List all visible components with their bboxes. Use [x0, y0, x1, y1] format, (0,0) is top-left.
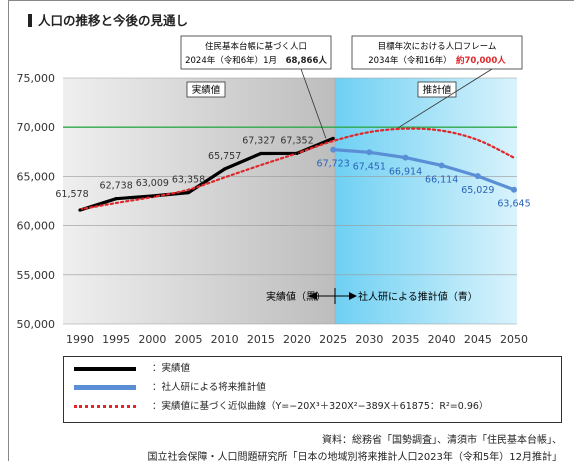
callout-target-population-value: 約70,000人	[456, 55, 506, 66]
callout-actual-population-line2: 2024年（令和6年）1月 68,866人	[185, 55, 327, 66]
xtick-label-2050: 2050	[500, 333, 528, 346]
xtick-label-2015: 2015	[247, 333, 275, 346]
point-forecast-2025	[330, 146, 337, 153]
callout-target-population-date: 2034年（令和16年）	[368, 55, 456, 66]
label-actual-2010: 65,757	[208, 151, 241, 162]
ytick-label-55000: 55,000	[17, 269, 56, 282]
legend-swatch-black	[74, 367, 136, 371]
region-label-forecast-box	[417, 81, 457, 98]
label-actual-1995: 62,738	[100, 181, 133, 192]
callout-actual-population-pointer	[300, 68, 327, 139]
legend-label-forecast: ：社人研による将来推計値	[152, 382, 266, 393]
xtick-label-2035: 2035	[392, 333, 420, 346]
point-forecast-2030	[366, 149, 373, 156]
region-label-actual: 実績値	[192, 84, 221, 96]
point-actual-2000	[150, 194, 154, 198]
xtick-label-1990: 1990	[66, 333, 94, 346]
label-forecast-2045: 65,029	[461, 185, 494, 196]
label-forecast-2025: 67,723	[317, 159, 350, 170]
label-forecast-2030: 67,451	[353, 161, 386, 172]
point-actual-2010	[223, 167, 227, 171]
xtick-label-2000: 2000	[138, 333, 166, 346]
series-line-actual	[79, 136, 334, 212]
callout-actual-population-value: 68,866人	[286, 55, 328, 66]
region-label-forecast: 推計値	[423, 84, 452, 96]
callout-actual-population-box	[180, 35, 332, 70]
callout-actual-population-date: 2024年（令和6年）1月	[185, 55, 285, 66]
legend-swatch-red-dotted	[74, 405, 136, 408]
legend-label-trend: ：実績値に基づく近似曲線（Y=−20X³＋320X²−389X＋61875：R²…	[152, 401, 489, 412]
point-actual-2005	[186, 190, 191, 195]
point-actual-2025	[331, 136, 335, 140]
callout-target-population-pointer	[398, 68, 493, 129]
forecast-region	[335, 78, 517, 324]
xtick-label-2040: 2040	[428, 333, 456, 346]
xtick-label-1995: 1995	[102, 333, 130, 346]
point-actual-1990	[78, 208, 82, 212]
point-actual-2015	[259, 151, 263, 156]
legend-swatch-blue	[74, 385, 136, 390]
label-actual-2005: 63,358	[172, 175, 205, 186]
callout-target-population-line1: 目標年次における人口フレーム	[378, 41, 497, 52]
xtick-label-2020: 2020	[283, 333, 311, 346]
legend-label-actual: ：実績値	[152, 363, 191, 374]
series-line-forecast	[333, 148, 515, 192]
point-actual-1995	[114, 197, 118, 201]
point-forecast-2035	[402, 154, 409, 161]
source-line-1: 資料：総務省「国勢調査」、清須市「住民基本台帳」、	[322, 435, 562, 446]
xtick-label-2010: 2010	[211, 333, 239, 346]
ytick-label-50000: 50,000	[17, 318, 56, 331]
heading-text: 人口の推移と今後の見通し	[38, 13, 189, 28]
point-forecast-2045	[474, 173, 481, 180]
label-actual-2000: 63,009	[136, 178, 169, 189]
point-forecast-2050	[511, 186, 517, 193]
xtick-label-2030: 2030	[355, 333, 383, 346]
label-actual-2020: 67,352	[280, 135, 313, 146]
source-line-2: 国立社会保障・人口問題研究所「日本の地域別将来推計人口2023年（令和5年）12…	[147, 452, 562, 463]
ytick-label-65000: 65,000	[17, 170, 56, 183]
label-forecast-2040: 66,114	[425, 174, 458, 185]
chart-legend: ：実績値 ：社人研による将来推計値 ：実績値に基づく近似曲線（Y=−20X³＋3…	[63, 356, 562, 423]
ytick-label-60000: 60,000	[17, 220, 56, 233]
xtick-label-2045: 2045	[464, 333, 492, 346]
label-forecast-2035: 66,914	[389, 167, 422, 178]
ytick-label-70000: 70,000	[17, 121, 56, 134]
callout-actual-population-line1: 住民基本台帳に基づく人口	[205, 41, 307, 52]
label-forecast-2050: 63,645	[497, 199, 530, 210]
xtick-label-2005: 2005	[175, 333, 203, 346]
callout-target-population-box	[351, 35, 523, 70]
frame-top-line	[8, 0, 574, 1]
callout-target-population-line2: 2034年（令和16年） 約70,000人	[368, 55, 506, 66]
annotation-forecast: 社人研による推計値（青）	[358, 290, 478, 303]
point-actual-2020	[295, 151, 299, 155]
frame-left-line	[8, 0, 9, 461]
label-actual-2015: 67,327	[242, 136, 275, 147]
page-heading: 人口の推移と今後の見通し	[28, 10, 188, 29]
region-label-actual-box	[186, 81, 226, 98]
ytick-label-75000: 75,000	[17, 72, 56, 85]
point-forecast-2040	[438, 162, 445, 169]
xtick-label-2025: 2025	[319, 333, 347, 346]
heading-marker	[28, 14, 32, 27]
label-actual-1990: 61,578	[55, 189, 88, 200]
